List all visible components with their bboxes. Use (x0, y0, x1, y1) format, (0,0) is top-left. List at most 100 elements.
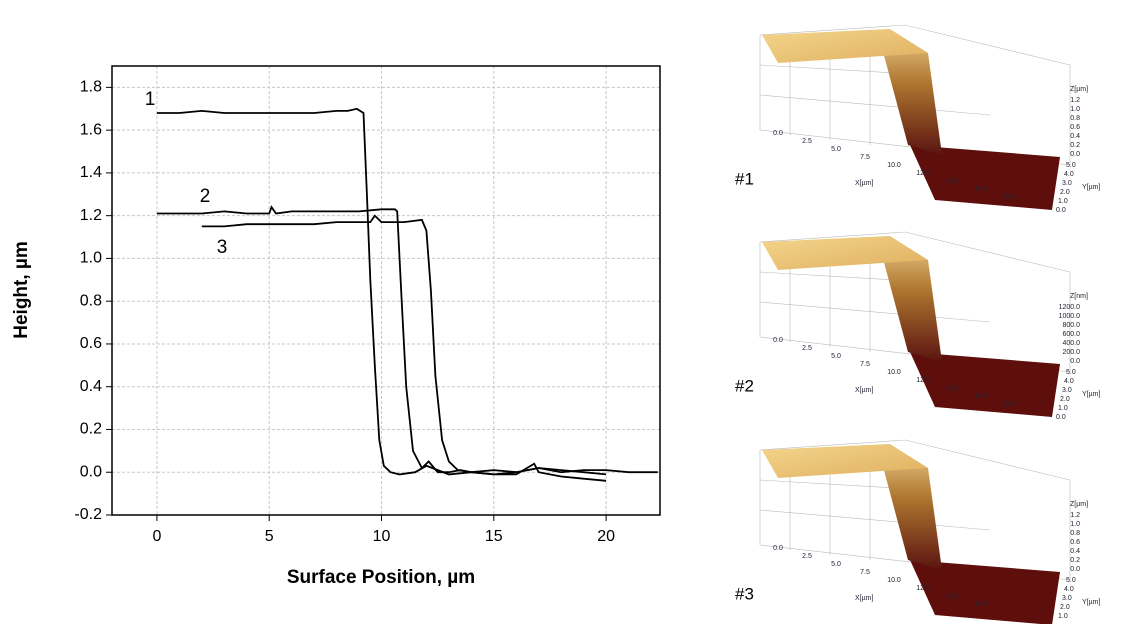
z-tick-label: 0.2 (1070, 557, 1080, 564)
z-tick-label: 1.2 (1070, 97, 1080, 104)
x-tick-label: 0.0 (773, 545, 783, 552)
x-tick-label: 5 (265, 528, 274, 545)
y-tick-label: 1.8 (80, 79, 102, 96)
box-grid (759, 231, 906, 243)
z-axis-title: Z[nm] (1070, 293, 1088, 300)
panel-label: #3 (735, 584, 754, 603)
cliff (878, 33, 942, 155)
z-tick-label: 400.0 (1062, 340, 1080, 347)
x-tick-label: 5.0 (831, 146, 841, 153)
box-grid (759, 509, 991, 531)
x-tick-label: 20 (597, 528, 615, 545)
curve-label: 1 (145, 89, 156, 110)
box-grid (759, 24, 906, 36)
z-tick-label: 0.6 (1070, 124, 1080, 131)
z-axis-title: Z[µm] (1070, 86, 1088, 93)
x-tick-label: 12.5 (916, 377, 930, 384)
z-tick-label: 200.0 (1062, 349, 1080, 356)
afm-panel: #3 0.0 2.5 5.0 7.5 10.0 12.5 15.0 17.5 X[µm] 5.0 4.… (735, 439, 1100, 625)
y-axis-title: Y[µm] (1082, 391, 1100, 398)
plot-frame (111, 65, 661, 516)
z-tick-label: 1.0 (1070, 521, 1080, 528)
x-tick-label: 15 (485, 528, 503, 545)
y-tick-label: 1.0 (1058, 405, 1068, 412)
x-tick-label: 7.5 (860, 361, 870, 368)
x-tick-label: 20.0 (1003, 194, 1017, 201)
box-grid (904, 231, 1071, 273)
y-tick-label: 1.2 (80, 207, 102, 224)
y-tick-label: 4.0 (1064, 586, 1074, 593)
x-tick-label: 10 (373, 528, 391, 545)
x-tick-label: 10.0 (887, 162, 901, 169)
z-tick-label: 0.4 (1070, 133, 1080, 140)
y-tick-label: 0.4 (80, 378, 102, 395)
y-tick-label: 3.0 (1062, 180, 1072, 187)
x-tick-label: 17.5 (974, 186, 988, 193)
y-axis-title: Y[µm] (1082, 599, 1100, 606)
x-tick-label: 10.0 (887, 369, 901, 376)
box-grid (759, 301, 991, 323)
y-tick-label: 1.0 (80, 250, 102, 267)
x-tick-label: 15.0 (945, 593, 959, 600)
y-axis-title: Y[µm] (1082, 184, 1100, 191)
x-tick-label: 7.5 (860, 154, 870, 161)
x-tick-label: 15.0 (945, 385, 959, 392)
x-axis-title: Surface Position, µm (287, 567, 475, 588)
z-tick-label: 0.0 (1070, 566, 1080, 573)
x-tick-label: 0.0 (773, 130, 783, 137)
box-grid (759, 439, 906, 451)
afm-panel: #2 0.0 2.5 5.0 7.5 10.0 12.5 15.0 17.5 20.0 X[µm] 5… (735, 231, 1100, 421)
z-tick-label: 600.0 (1062, 331, 1080, 338)
y-tick-label: 5.0 (1066, 577, 1076, 584)
box-grid (904, 24, 1071, 66)
cliff (878, 240, 942, 362)
y-tick-label: 3.0 (1062, 595, 1072, 602)
y-tick-label: 3.0 (1062, 387, 1072, 394)
z-tick-label: 1.0 (1070, 106, 1080, 113)
z-tick-label: 800.0 (1062, 322, 1080, 329)
x-tick-label: 17.5 (974, 601, 988, 608)
y-tick-label: 2.0 (1060, 396, 1070, 403)
x-tick-label: 0 (152, 528, 161, 545)
y-tick-label: 5.0 (1066, 369, 1076, 376)
y-tick-label: 0.6 (80, 335, 102, 352)
z-tick-label: 0.4 (1070, 548, 1080, 555)
y-tick-label: 0.0 (1056, 207, 1066, 214)
y-tick-label: 0.2 (80, 421, 102, 438)
x-axis-title: X[µm] (855, 595, 873, 602)
cliff (878, 448, 942, 570)
z-tick-label: 0.2 (1070, 142, 1080, 149)
y-tick-label: 4.0 (1064, 171, 1074, 178)
y-tick-label: 1.6 (80, 121, 102, 138)
y-tick-label: 4.0 (1064, 378, 1074, 385)
curve-label: 2 (200, 186, 211, 207)
z-tick-label: 0.0 (1070, 358, 1080, 365)
x-tick-label: 0.0 (773, 337, 783, 344)
floor (910, 145, 1060, 210)
floor (910, 560, 1060, 625)
y-tick-label: 2.0 (1060, 604, 1070, 611)
y-tick-label: 0.0 (1056, 414, 1066, 421)
x-tick-label: 5.0 (831, 561, 841, 568)
plateau (762, 236, 928, 270)
box-grid (904, 439, 1071, 481)
afm-panel: #1 0.0 2.5 5.0 7.5 10.0 12.5 15.0 17.5 20.0 X[µm] 5… (735, 24, 1100, 214)
profile-line (201, 214, 607, 482)
x-axis-title: X[µm] (855, 387, 873, 394)
profile-line (156, 205, 658, 474)
y-tick-label: 0.8 (80, 292, 102, 309)
z-tick-label: 0.8 (1070, 115, 1080, 122)
y-axis-title: Height, µm (11, 241, 32, 339)
x-tick-label: 10.0 (887, 577, 901, 584)
x-tick-label: 15.0 (945, 178, 959, 185)
plateau (762, 29, 928, 63)
floor (910, 352, 1060, 417)
box-grid (759, 94, 991, 116)
y-tick-label: 2.0 (1060, 189, 1070, 196)
panel-label: #2 (735, 376, 754, 395)
z-tick-label: 0.8 (1070, 530, 1080, 537)
y-tick-label: 1.0 (1058, 198, 1068, 205)
y-tick-label: 1.4 (80, 164, 102, 181)
